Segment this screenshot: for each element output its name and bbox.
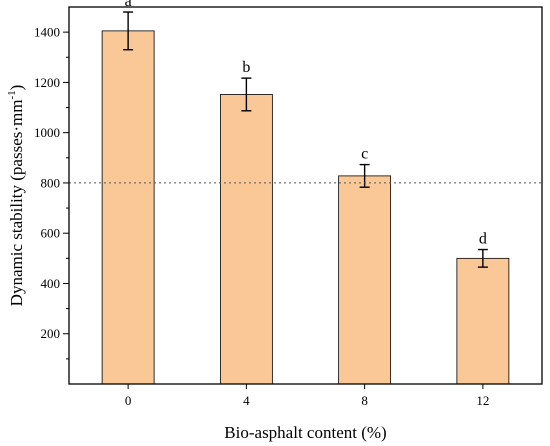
error-bar-4 xyxy=(241,77,252,112)
error-bars xyxy=(123,11,488,268)
error-bar-8 xyxy=(359,163,370,188)
bar-0 xyxy=(101,30,155,385)
y-tick-label: 1400 xyxy=(34,25,60,40)
y-tick-label: 1000 xyxy=(34,125,60,140)
x-tick-label-12: 12 xyxy=(476,393,489,408)
y-axis-title-superscript: -1 xyxy=(6,90,18,99)
error-bar-0 xyxy=(123,11,134,51)
significance-letter-a: a xyxy=(125,0,132,10)
significance-letter-b: b xyxy=(242,59,250,76)
y-axis-title: Dynamic stability (passes·mm-1) xyxy=(6,85,26,307)
significance-letter-c: c xyxy=(361,146,368,163)
y-axis-ticks: 200 400 600 800 1000 1200 1400 xyxy=(34,25,69,360)
error-bar-12 xyxy=(477,248,488,268)
bar-12 xyxy=(456,257,510,385)
x-tick-label-4: 4 xyxy=(243,393,250,408)
y-tick-label: 600 xyxy=(41,226,61,241)
y-axis-title-close: ) xyxy=(7,85,26,91)
bar-4 xyxy=(219,94,273,385)
x-tick-label-8: 8 xyxy=(361,393,368,408)
y-tick-label: 1200 xyxy=(34,75,60,90)
y-tick-label: 800 xyxy=(41,175,61,190)
x-tick-label-0: 0 xyxy=(125,393,132,408)
y-tick-label: 400 xyxy=(41,276,61,291)
plot-frame xyxy=(68,6,543,385)
x-axis-title: Bio-asphalt content (%) xyxy=(224,423,386,442)
significance-letter-d: d xyxy=(479,231,487,248)
significance-letters: a b c d xyxy=(125,0,487,248)
bar-8 xyxy=(338,175,392,385)
x-axis-ticks: 0 4 8 12 xyxy=(125,384,489,408)
y-tick-label: 200 xyxy=(41,326,61,341)
y-axis-title-main: Dynamic stability (passes·mm xyxy=(7,100,26,307)
bars xyxy=(101,30,510,385)
